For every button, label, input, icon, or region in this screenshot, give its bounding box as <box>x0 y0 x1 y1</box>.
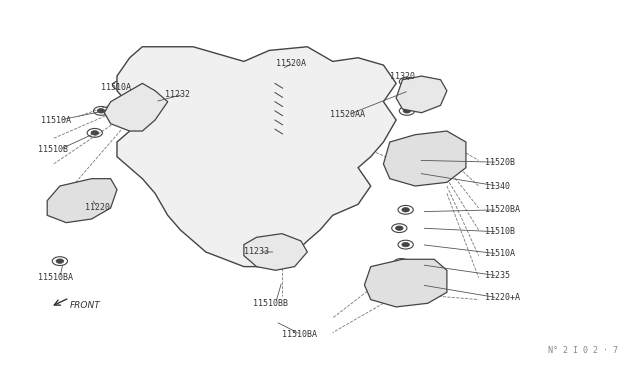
Circle shape <box>403 109 411 113</box>
Polygon shape <box>244 234 307 270</box>
Text: 11520B: 11520B <box>485 158 515 167</box>
Polygon shape <box>364 259 447 307</box>
Text: 11510BA: 11510BA <box>38 273 73 282</box>
Text: 11520BA: 11520BA <box>485 205 520 214</box>
Text: 11220: 11220 <box>85 203 110 212</box>
Polygon shape <box>104 83 168 131</box>
Circle shape <box>403 79 411 84</box>
Circle shape <box>410 176 418 181</box>
Circle shape <box>402 208 410 212</box>
Circle shape <box>396 226 403 230</box>
Circle shape <box>56 259 64 263</box>
Text: 11233: 11233 <box>244 247 269 256</box>
Circle shape <box>272 64 280 68</box>
Text: 11510A: 11510A <box>485 249 515 258</box>
Text: 11520AA: 11520AA <box>330 110 365 119</box>
Text: 11320: 11320 <box>390 71 415 81</box>
Circle shape <box>403 94 411 99</box>
Text: 11510A: 11510A <box>41 116 71 125</box>
Text: 11510B: 11510B <box>38 145 68 154</box>
Circle shape <box>402 243 410 247</box>
Text: 11520A: 11520A <box>276 59 305 68</box>
Polygon shape <box>383 131 466 186</box>
Circle shape <box>116 83 124 87</box>
Polygon shape <box>396 76 447 113</box>
Circle shape <box>272 261 280 265</box>
Polygon shape <box>47 179 117 223</box>
Circle shape <box>408 140 416 144</box>
Text: 11340: 11340 <box>485 182 510 190</box>
Circle shape <box>397 279 405 283</box>
Circle shape <box>400 296 408 300</box>
Polygon shape <box>117 47 396 267</box>
Text: FRONT: FRONT <box>69 301 100 310</box>
Text: 11510BB: 11510BB <box>253 299 289 308</box>
Text: 11510BA: 11510BA <box>282 330 317 339</box>
Text: 11510A: 11510A <box>101 83 131 92</box>
Text: 11235: 11235 <box>485 271 510 280</box>
Circle shape <box>91 131 99 135</box>
Circle shape <box>97 109 105 113</box>
Text: 11510B: 11510B <box>485 227 515 236</box>
Circle shape <box>397 261 405 265</box>
Text: 11232: 11232 <box>164 90 189 99</box>
Circle shape <box>408 158 416 163</box>
Circle shape <box>278 246 285 250</box>
Text: N° 2 I 0 2 · 7: N° 2 I 0 2 · 7 <box>548 346 618 355</box>
Text: 11220+A: 11220+A <box>485 293 520 302</box>
